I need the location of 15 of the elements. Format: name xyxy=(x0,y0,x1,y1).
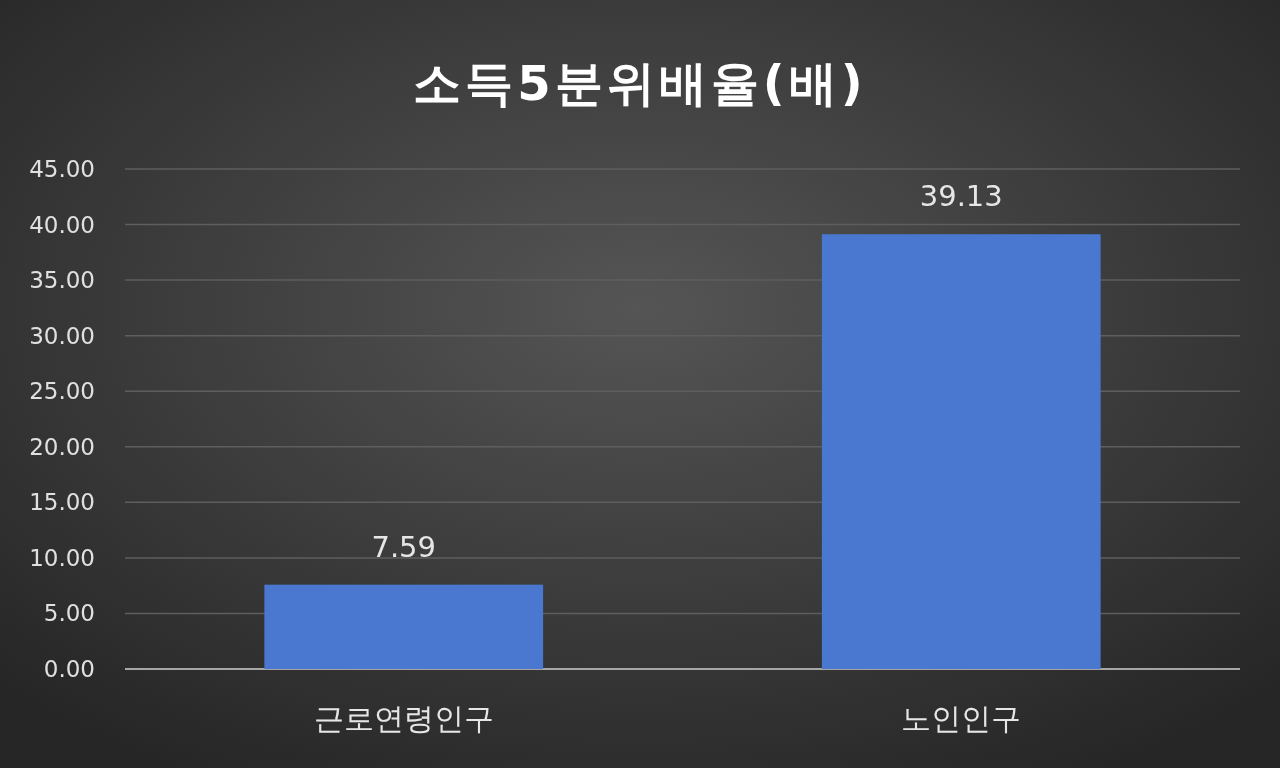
y-tick-label: 15.00 xyxy=(29,489,95,516)
x-tick-label: 근로연령인구 xyxy=(313,701,494,736)
y-tick-label: 10.00 xyxy=(29,544,95,571)
x-tick-label: 노인인구 xyxy=(901,701,1022,736)
y-tick-label: 45.00 xyxy=(29,156,95,182)
data-label: 39.13 xyxy=(919,179,1003,214)
chart-title: 소득5분위배율(배) xyxy=(413,55,867,111)
y-tick-label: 20.00 xyxy=(29,433,95,460)
y-tick-label: 30.00 xyxy=(29,322,95,349)
y-tick-label: 5.00 xyxy=(43,600,95,627)
y-tick-label: 35.00 xyxy=(29,267,95,294)
y-tick-label: 25.00 xyxy=(29,378,95,405)
y-tick-label: 40.00 xyxy=(29,211,95,238)
y-tick-label: 0.00 xyxy=(43,656,95,682)
data-label: 7.59 xyxy=(371,529,437,564)
